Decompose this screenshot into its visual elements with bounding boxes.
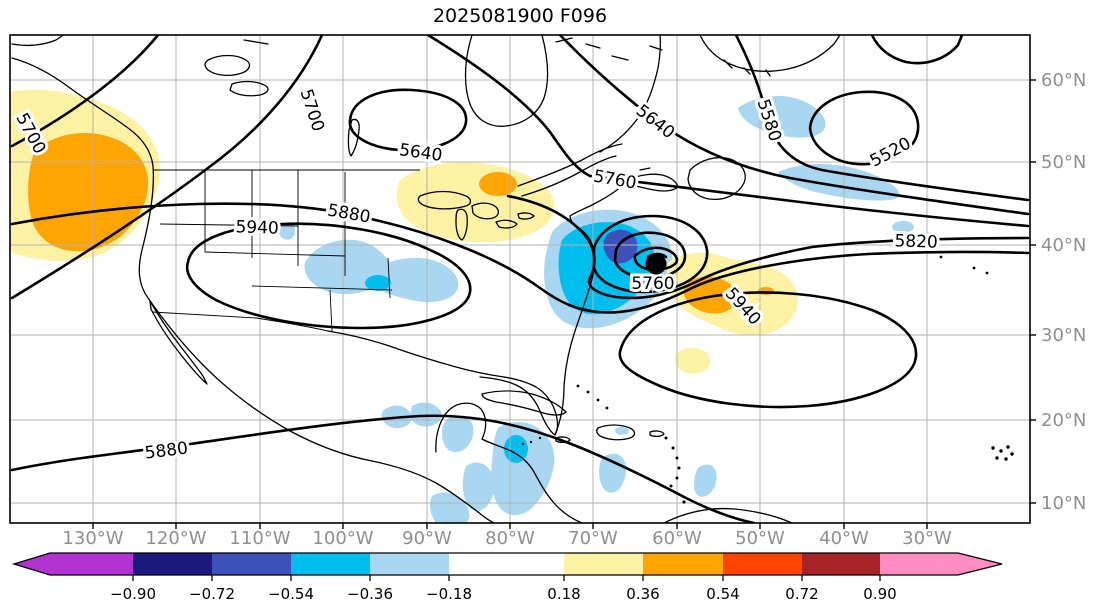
colorbar-segment bbox=[802, 553, 880, 575]
height-contours bbox=[10, 35, 1030, 523]
colorbar-tick-label: −0.90 bbox=[110, 585, 156, 603]
contour-label: 5760 bbox=[631, 274, 674, 294]
colorbar-segment bbox=[133, 553, 212, 575]
contour-label: 5940 bbox=[235, 217, 279, 238]
colorbar-segment bbox=[449, 553, 564, 575]
colorbar-extend-min bbox=[14, 553, 50, 575]
colorbar-segment bbox=[370, 553, 449, 575]
storm-center-marker bbox=[645, 253, 667, 275]
plains-negative-small bbox=[278, 222, 296, 240]
lat-tick-label: 30°N bbox=[1041, 325, 1086, 346]
lat-tick-label: 40°N bbox=[1041, 235, 1086, 256]
colorbar-segment bbox=[880, 553, 958, 575]
colorbar-tick-label: 0.18 bbox=[547, 585, 580, 603]
colorbar-segment bbox=[212, 553, 291, 575]
lon-tick-label: 30°W bbox=[902, 528, 952, 549]
lon-tick-label: 90°W bbox=[402, 528, 452, 549]
colorbar-segment bbox=[564, 553, 643, 575]
colorbar-tick-label: −0.36 bbox=[347, 585, 393, 603]
colorbar-tick-label: 0.90 bbox=[863, 585, 896, 603]
colorbar-outline bbox=[11, 552, 1003, 576]
map-frame bbox=[9, 34, 1031, 524]
pr-negative-small bbox=[615, 427, 629, 435]
lat-tick-label: 20°N bbox=[1041, 410, 1086, 431]
colorbar-tick-label: −0.54 bbox=[268, 585, 314, 603]
lat-tick-label: 10°N bbox=[1041, 493, 1086, 514]
lon-tick-label: 120°W bbox=[145, 528, 206, 549]
lon-tick-label: 50°W bbox=[735, 528, 785, 549]
graticule-grid bbox=[10, 35, 1030, 523]
colorbar-extend-max bbox=[958, 553, 1002, 575]
colorbar-segment bbox=[643, 553, 723, 575]
lat-axis: 60°N 50°N 40°N 30°N 20°N 10°N bbox=[1041, 70, 1086, 514]
atlantic-negative-small bbox=[892, 221, 914, 233]
lon-tick-label: 40°W bbox=[819, 528, 869, 549]
colorbar-segment bbox=[50, 553, 133, 575]
yucatan-negative bbox=[441, 415, 474, 453]
plains-negative-core bbox=[365, 275, 391, 291]
colorbar-tick-label: −0.18 bbox=[426, 585, 472, 603]
central-america-negative-a bbox=[462, 462, 495, 511]
contour-label: 5820 bbox=[894, 231, 938, 252]
lat-tick-label: 50°N bbox=[1041, 152, 1086, 173]
lon-axis: 130°W 120°W 110°W 100°W 90°W 80°W 70°W 6… bbox=[62, 528, 952, 549]
antilles-negative-small bbox=[694, 464, 717, 497]
axis-ticks bbox=[92, 79, 1036, 529]
lon-tick-label: 110°W bbox=[229, 528, 290, 549]
colorbar-ticks bbox=[132, 575, 881, 581]
lon-tick-label: 70°W bbox=[568, 528, 618, 549]
colorbar-tick-label: 0.36 bbox=[626, 585, 659, 603]
figure-title: 2025081900 F096 bbox=[433, 5, 607, 27]
great-lakes-positive-core bbox=[479, 172, 517, 196]
colorbar: −0.90 −0.72 −0.54 −0.36 −0.18 0.18 0.36 … bbox=[11, 552, 1003, 603]
colorbar-tick-label: 0.54 bbox=[706, 585, 739, 603]
coastlines bbox=[11, 35, 841, 523]
lon-tick-label: 80°W bbox=[485, 528, 535, 549]
atlantic-positive-small bbox=[674, 347, 711, 374]
lon-tick-label: 100°W bbox=[312, 528, 373, 549]
pnw-positive-core bbox=[28, 132, 149, 252]
colorbar-segment bbox=[291, 553, 370, 575]
colorbar-segment bbox=[723, 553, 802, 575]
lon-tick-label: 130°W bbox=[62, 528, 123, 549]
colorbar-tick-label: −0.72 bbox=[189, 585, 235, 603]
lon-tick-label: 60°W bbox=[652, 528, 702, 549]
island-dots bbox=[521, 255, 1014, 504]
colorbar-tick-label: 0.72 bbox=[785, 585, 818, 603]
lat-tick-label: 60°N bbox=[1041, 70, 1086, 91]
central-america-negative-b bbox=[429, 492, 470, 523]
state-borders bbox=[151, 169, 420, 332]
